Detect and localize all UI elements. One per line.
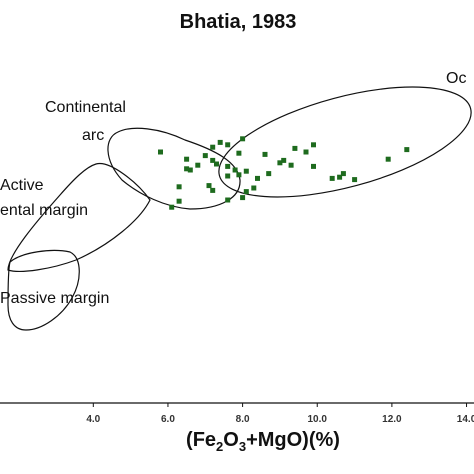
data-point xyxy=(311,142,316,148)
x-axis-label-part: 3 xyxy=(239,439,246,454)
data-point xyxy=(202,153,208,159)
data-point xyxy=(210,157,216,163)
oceanic-island-arc-field xyxy=(218,86,472,198)
x-tick-label: 4.0 xyxy=(86,414,100,425)
data-point xyxy=(311,163,316,169)
data-point xyxy=(251,185,257,191)
x-axis-label-part: 2 xyxy=(216,439,223,454)
data-point xyxy=(232,167,238,173)
x-axis-label: (Fe2O3+MgO)(%) xyxy=(186,429,340,454)
label-active: Active xyxy=(0,177,44,194)
data-point xyxy=(236,172,242,178)
data-point xyxy=(255,175,260,181)
data-point xyxy=(210,187,216,193)
data-point xyxy=(329,175,335,181)
data-point xyxy=(340,171,346,177)
data-point xyxy=(337,174,343,180)
data-point xyxy=(195,162,201,168)
data-point xyxy=(214,161,219,167)
x-axis-label-part: O xyxy=(223,429,239,451)
data-point xyxy=(288,162,294,168)
data-point xyxy=(281,157,287,163)
data-point xyxy=(225,142,231,148)
x-tick-label: 8.0 xyxy=(236,414,250,425)
chart-title: Bhatia, 1983 xyxy=(180,11,297,33)
data-point xyxy=(217,139,223,145)
label-oceanic: Oc xyxy=(446,70,466,87)
data-point xyxy=(240,136,246,142)
x-tick-label: 12.0 xyxy=(382,414,402,425)
active-continental-margin-field xyxy=(7,163,151,272)
data-point xyxy=(352,177,358,183)
x-tick-label: 6.0 xyxy=(161,414,175,425)
data-point xyxy=(184,156,190,162)
data-point xyxy=(176,198,182,204)
x-axis-label-part: (Fe xyxy=(186,429,216,451)
data-point xyxy=(240,195,246,201)
data-point xyxy=(158,149,163,155)
x-tick-label: 14.0 xyxy=(457,414,474,425)
data-point xyxy=(210,144,216,150)
data-point xyxy=(404,147,410,153)
data-point xyxy=(243,189,249,195)
passive-margin-field xyxy=(7,249,80,331)
data-point xyxy=(243,168,249,174)
data-point xyxy=(225,173,231,179)
data-point xyxy=(277,160,283,166)
data-point xyxy=(206,183,212,189)
label-arc: arc xyxy=(82,127,104,144)
data-point xyxy=(266,171,272,177)
data-point xyxy=(225,197,231,203)
data-point xyxy=(184,166,190,172)
data-point xyxy=(225,163,231,169)
data-point xyxy=(303,149,309,155)
x-axis-ticks: 4.0 6.0 8.0 10.0 12.0 14.0 xyxy=(86,403,474,425)
label-passive-margin: Passive margin xyxy=(0,290,109,307)
x-tick-label: 10.0 xyxy=(308,414,328,425)
x-axis-label-part: +MgO)(%) xyxy=(246,429,340,451)
data-points xyxy=(158,136,410,210)
data-point xyxy=(262,151,268,157)
label-continental: Continental xyxy=(45,99,126,116)
data-point xyxy=(169,204,175,210)
data-point xyxy=(187,167,193,173)
data-point xyxy=(176,184,182,190)
data-point xyxy=(385,156,391,162)
label-continental-margin: ental margin xyxy=(0,202,88,219)
field-labels: Continental arc Oc Active ental margin P… xyxy=(0,70,466,307)
data-point xyxy=(236,150,242,156)
data-point xyxy=(292,145,298,151)
